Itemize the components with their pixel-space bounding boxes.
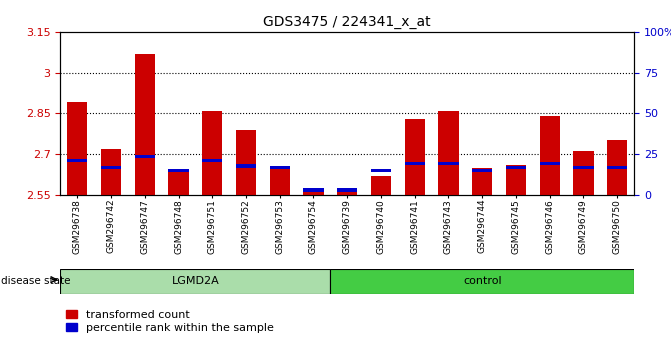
Text: control: control: [463, 276, 501, 286]
Bar: [135, 53, 155, 195]
Bar: [539, 116, 560, 195]
Bar: [270, 167, 290, 195]
Bar: [371, 169, 391, 172]
Bar: [472, 169, 493, 172]
Bar: [405, 161, 425, 165]
Bar: [607, 141, 627, 195]
Bar: [371, 176, 391, 195]
Bar: [573, 151, 594, 195]
Title: GDS3475 / 224341_x_at: GDS3475 / 224341_x_at: [264, 16, 431, 29]
Bar: [303, 188, 323, 192]
Bar: [539, 161, 560, 165]
Bar: [337, 192, 358, 195]
Bar: [438, 161, 458, 165]
Bar: [67, 102, 87, 195]
Bar: [60, 269, 330, 294]
Legend: transformed count, percentile rank within the sample: transformed count, percentile rank withi…: [66, 310, 274, 333]
Bar: [405, 119, 425, 195]
Bar: [67, 159, 87, 162]
Bar: [438, 110, 458, 195]
Bar: [506, 165, 526, 195]
Text: disease state: disease state: [1, 276, 70, 286]
Bar: [168, 169, 189, 172]
Bar: [101, 166, 121, 170]
Bar: [236, 130, 256, 195]
Bar: [573, 166, 594, 170]
Bar: [607, 166, 627, 170]
Bar: [168, 170, 189, 195]
Bar: [236, 164, 256, 167]
Bar: [202, 110, 222, 195]
Bar: [101, 149, 121, 195]
Bar: [506, 166, 526, 170]
Bar: [303, 192, 323, 195]
Bar: [202, 159, 222, 162]
Bar: [330, 269, 634, 294]
Bar: [337, 188, 358, 192]
Bar: [135, 155, 155, 158]
Bar: [270, 166, 290, 170]
Text: LGMD2A: LGMD2A: [172, 276, 219, 286]
Bar: [472, 167, 493, 195]
